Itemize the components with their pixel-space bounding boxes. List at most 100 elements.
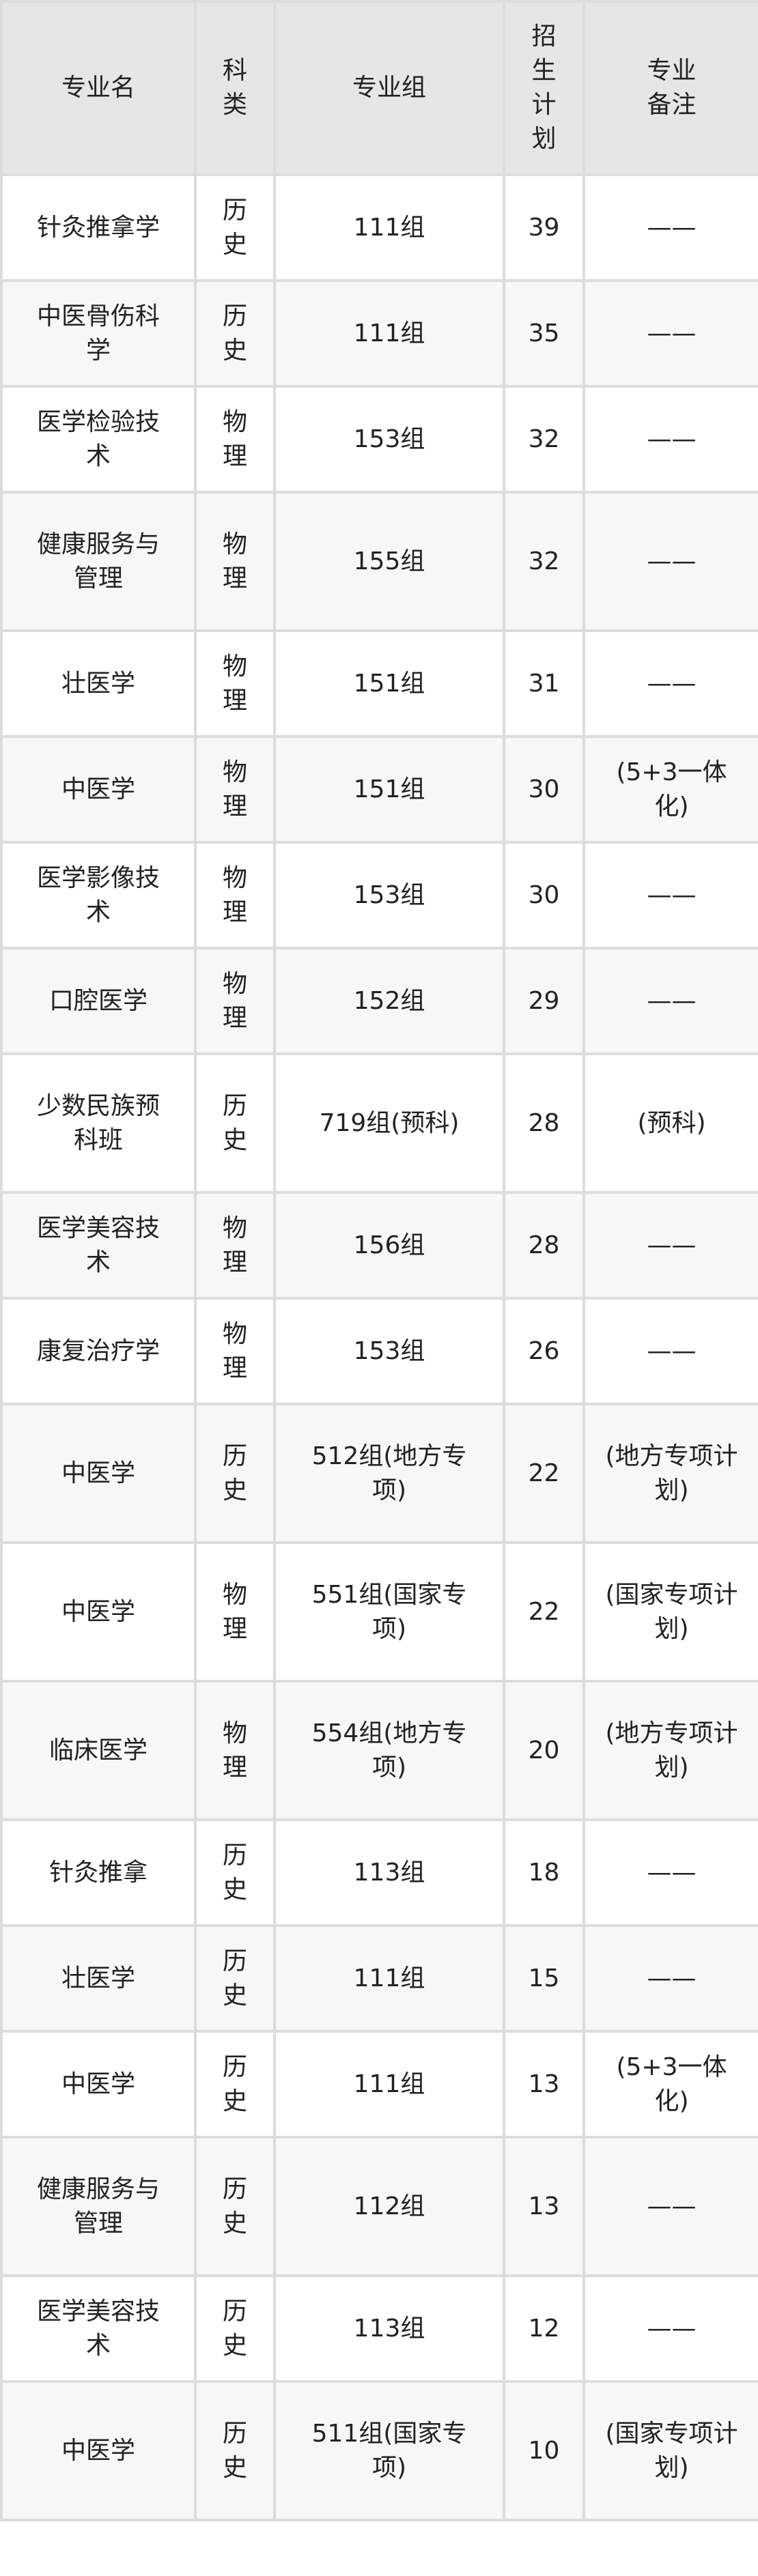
- enrollment-plan-cell: 13: [503, 2030, 585, 2138]
- subject-type-cell: 历史: [194, 1053, 276, 1194]
- table-row: 中医骨伤科学 历史 111组 35 ——: [0, 279, 758, 388]
- major-note-cell: ——: [582, 173, 758, 282]
- table-row: 医学美容技术 物理 156组 28 ——: [0, 1191, 758, 1300]
- table-row: 中医学 物理 551组(国家专项) 22 (国家专项计划): [0, 1541, 758, 1683]
- enrollment-plan-cell: 22: [503, 1541, 585, 1683]
- major-note-cell: (地方专项计划): [582, 1403, 758, 1544]
- subject-type-cell: 物理: [194, 1191, 276, 1300]
- major-note-cell: ——: [582, 2274, 758, 2383]
- major-note-cell: (5+3一体化): [582, 2030, 758, 2138]
- table-row: 针灸推拿 历史 113组 18 ——: [0, 1818, 758, 1927]
- major-note-cell: ——: [582, 1818, 758, 1927]
- subject-type-cell: 物理: [194, 1541, 276, 1683]
- subject-type-cell: 历史: [194, 279, 276, 388]
- header-plan: 招生计划: [503, 0, 585, 176]
- header-row: 专业名 科类 专业组 招生计划 专业备注: [0, 0, 758, 176]
- table-row: 口腔医学 物理 152组 29 ——: [0, 947, 758, 1055]
- enrollment-plan-cell: 39: [503, 173, 585, 282]
- major-note-cell: ——: [582, 629, 758, 738]
- major-group-cell: 719组(预科): [273, 1053, 505, 1194]
- table-row: 壮医学 历史 111组 15 ——: [0, 1924, 758, 2033]
- major-name-cell: 健康服务与管理: [0, 2136, 197, 2277]
- subject-type-cell: 历史: [194, 1924, 276, 2033]
- enrollment-plan-cell: 32: [503, 491, 585, 632]
- major-note-cell: ——: [582, 1297, 758, 1405]
- subject-type-cell: 物理: [194, 385, 276, 493]
- major-group-cell: 554组(地方专项): [273, 1680, 505, 1821]
- major-note-cell: ——: [582, 947, 758, 1055]
- table-row: 医学美容技术 历史 113组 12 ——: [0, 2274, 758, 2383]
- major-name-cell: 医学影像技术: [0, 841, 197, 949]
- major-group-cell: 113组: [273, 2274, 505, 2383]
- enrollment-plan-cell: 35: [503, 279, 585, 388]
- major-name-cell: 医学美容技术: [0, 1191, 197, 1300]
- enrollment-plan-cell: 28: [503, 1053, 585, 1194]
- subject-type-cell: 历史: [194, 1818, 276, 1927]
- enrollment-plan-cell: 18: [503, 1818, 585, 1927]
- major-group-cell: 512组(地方专项): [273, 1403, 505, 1544]
- enrollment-plan-cell: 15: [503, 1924, 585, 2033]
- major-note-cell: (地方专项计划): [582, 1680, 758, 1821]
- major-note-cell: ——: [582, 385, 758, 493]
- major-name-cell: 中医学: [0, 735, 197, 844]
- major-name-cell: 临床医学: [0, 1680, 197, 1821]
- major-group-cell: 551组(国家专项): [273, 1541, 505, 1683]
- major-note-cell: ——: [582, 1924, 758, 2033]
- table-row: 临床医学 物理 554组(地方专项) 20 (地方专项计划): [0, 1680, 758, 1821]
- subject-type-cell: 物理: [194, 841, 276, 949]
- enrollment-table: 专业名 科类 专业组 招生计划 专业备注 针灸推拿学 历史 111组 39 —— 中医骨伤…: [0, 0, 758, 2521]
- major-group-cell: 111组: [273, 173, 505, 282]
- major-note-cell: (预科): [582, 1053, 758, 1194]
- major-name-cell: 中医骨伤科学: [0, 279, 197, 388]
- enrollment-plan-cell: 30: [503, 841, 585, 949]
- major-note-cell: (5+3一体化): [582, 735, 758, 844]
- enrollment-plan-cell: 12: [503, 2274, 585, 2383]
- major-name-cell: 中医学: [0, 1403, 197, 1544]
- major-name-cell: 口腔医学: [0, 947, 197, 1055]
- major-name-cell: 中医学: [0, 2030, 197, 2138]
- major-group-cell: 151组: [273, 629, 505, 738]
- enrollment-plan-cell: 26: [503, 1297, 585, 1405]
- major-group-cell: 112组: [273, 2136, 505, 2277]
- major-group-cell: 151组: [273, 735, 505, 844]
- major-name-cell: 壮医学: [0, 1924, 197, 2033]
- subject-type-cell: 物理: [194, 947, 276, 1055]
- major-name-cell: 少数民族预科班: [0, 1053, 197, 1194]
- subject-type-cell: 历史: [194, 2380, 276, 2521]
- subject-type-cell: 物理: [194, 629, 276, 738]
- major-name-cell: 针灸推拿: [0, 1818, 197, 1927]
- major-note-cell: ——: [582, 1191, 758, 1300]
- major-name-cell: 中医学: [0, 2380, 197, 2521]
- header-subject: 科类: [194, 0, 276, 176]
- major-group-cell: 156组: [273, 1191, 505, 1300]
- subject-type-cell: 历史: [194, 1403, 276, 1544]
- major-name-cell: 医学检验技术: [0, 385, 197, 493]
- major-note-cell: (国家专项计划): [582, 1541, 758, 1683]
- table-row: 壮医学 物理 151组 31 ——: [0, 629, 758, 738]
- major-name-cell: 壮医学: [0, 629, 197, 738]
- table-row: 中医学 历史 511组(国家专项) 10 (国家专项计划): [0, 2380, 758, 2521]
- major-name-cell: 医学美容技术: [0, 2274, 197, 2383]
- table-row: 健康服务与管理 物理 155组 32 ——: [0, 491, 758, 632]
- enrollment-plan-cell: 10: [503, 2380, 585, 2521]
- major-group-cell: 153组: [273, 841, 505, 949]
- enrollment-plan-cell: 20: [503, 1680, 585, 1821]
- subject-type-cell: 物理: [194, 1680, 276, 1821]
- enrollment-plan-cell: 22: [503, 1403, 585, 1544]
- major-group-cell: 155组: [273, 491, 505, 632]
- major-note-cell: (国家专项计划): [582, 2380, 758, 2521]
- major-name-cell: 健康服务与管理: [0, 491, 197, 632]
- major-note-cell: ——: [582, 279, 758, 388]
- major-group-cell: 153组: [273, 385, 505, 493]
- enrollment-plan-cell: 31: [503, 629, 585, 738]
- subject-type-cell: 历史: [194, 2030, 276, 2138]
- table-row: 康复治疗学 物理 153组 26 ——: [0, 1297, 758, 1405]
- major-group-cell: 113组: [273, 1818, 505, 1927]
- enrollment-plan-cell: 32: [503, 385, 585, 493]
- subject-type-cell: 物理: [194, 1297, 276, 1405]
- enrollment-plan-cell: 13: [503, 2136, 585, 2277]
- enrollment-plan-cell: 28: [503, 1191, 585, 1300]
- subject-type-cell: 物理: [194, 735, 276, 844]
- table-row: 中医学 物理 151组 30 (5+3一体化): [0, 735, 758, 844]
- enrollment-plan-cell: 30: [503, 735, 585, 844]
